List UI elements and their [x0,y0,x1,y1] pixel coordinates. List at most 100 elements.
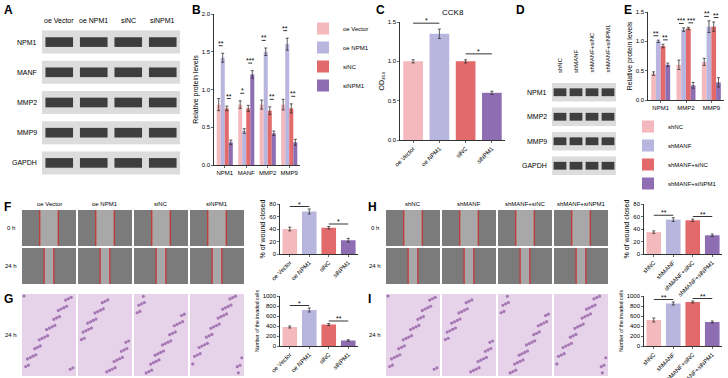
svg-text:siNPM1: siNPM1 [332,259,352,279]
svg-text:0.5: 0.5 [202,124,211,130]
svg-text:**: ** [661,294,667,301]
svg-text:0.0: 0.0 [636,97,645,103]
svg-text:*: * [425,17,428,24]
svg-text:siNC: siNC [154,201,168,207]
svg-text:**: ** [218,40,224,47]
svg-text:shNC: shNC [668,124,684,130]
svg-text:NPM1: NPM1 [652,105,669,111]
svg-text:oe NPM1: oe NPM1 [290,351,312,373]
svg-text:2.0: 2.0 [202,11,211,17]
svg-text:Relative protein levels: Relative protein levels [192,55,200,124]
svg-text:400: 400 [266,323,277,329]
svg-text:60: 60 [633,214,640,220]
svg-text:shMANF+siNC: shMANF+siNC [505,201,546,207]
svg-text:200: 200 [266,333,277,339]
svg-text:1000: 1000 [263,293,277,299]
svg-text:**: ** [261,34,267,41]
svg-text:shMANF: shMANF [655,351,676,372]
svg-text:24 h: 24 h [5,332,17,338]
svg-text:oe NPM1: oe NPM1 [290,259,312,281]
svg-text:Number of the invaded cells: Number of the invaded cells [618,290,624,352]
svg-text:oe NPM1: oe NPM1 [343,45,369,51]
svg-text:shNC: shNC [642,351,657,366]
svg-text:shMANF: shMANF [655,259,676,280]
svg-text:F: F [4,200,11,214]
svg-text:shNC: shNC [405,201,421,207]
svg-text:**: ** [700,293,706,300]
svg-text:MANF: MANF [238,170,255,176]
svg-text:shNC: shNC [642,259,657,274]
svg-text:1.0: 1.0 [202,87,211,93]
svg-text:MMP9: MMP9 [527,138,547,145]
svg-text:***: *** [677,17,685,24]
svg-text:*: * [337,218,340,225]
svg-text:oe Vector: oe Vector [394,146,416,168]
svg-text:0.0: 0.0 [202,162,211,168]
svg-text:Number of the invaded cells: Number of the invaded cells [254,290,260,352]
svg-text:40: 40 [269,226,276,232]
svg-text:**: ** [662,34,668,41]
svg-text:0: 0 [637,251,641,257]
svg-text:siNPM1: siNPM1 [332,351,352,371]
svg-text:800: 800 [630,303,641,309]
svg-text:oe Vector: oe Vector [44,17,74,24]
svg-text:shMANF+siNC: shMANF+siNC [663,259,696,292]
svg-text:1.5: 1.5 [202,49,211,55]
svg-text:siNC: siNC [455,145,469,159]
svg-text:1000: 1000 [627,293,641,299]
svg-text:**: ** [336,315,342,322]
svg-text:shMANF+siNPM1: shMANF+siNPM1 [557,201,606,207]
svg-text:siNC: siNC [343,64,357,70]
svg-text:siNPM1: siNPM1 [476,145,496,165]
svg-text:shMANF+siNPM1: shMANF+siNPM1 [668,181,717,187]
svg-text:A: A [4,3,13,17]
svg-text:I: I [368,292,371,306]
svg-text:siNC: siNC [318,259,332,273]
svg-text:D: D [516,3,525,17]
svg-text:shMANF+siNC: shMANF+siNC [663,351,696,378]
svg-text:NPM1: NPM1 [527,89,547,96]
svg-text:1.5: 1.5 [388,19,397,25]
svg-text:*: * [298,201,301,208]
svg-text:NPM1: NPM1 [216,170,233,176]
svg-text:80: 80 [269,201,276,207]
svg-text:shMANF: shMANF [573,49,579,73]
svg-text:24 h: 24 h [5,263,17,269]
svg-text:oe Vector: oe Vector [37,201,62,207]
svg-text:0: 0 [273,343,277,349]
svg-text:MMP2: MMP2 [527,113,547,120]
svg-text:shMANF+siNPM1: shMANF+siNPM1 [677,351,716,378]
svg-text:0.5: 0.5 [388,98,397,104]
svg-text:siNC: siNC [121,17,136,24]
svg-text:600: 600 [630,313,641,319]
svg-text:oe Vector: oe Vector [343,26,368,32]
svg-text:oe NPM1: oe NPM1 [92,201,118,207]
svg-text:oe Vector: oe Vector [270,352,292,374]
svg-text:1.0: 1.0 [388,58,397,64]
svg-text:**: ** [226,93,232,100]
svg-text:40: 40 [633,226,640,232]
svg-text:***: *** [687,17,695,24]
svg-text:MMP9: MMP9 [17,129,37,136]
svg-text:*: * [298,300,301,307]
svg-text:GAPDH: GAPDH [12,159,37,166]
svg-text:shMANF: shMANF [668,143,692,149]
svg-text:0 h: 0 h [371,225,379,231]
svg-text:E: E [624,3,632,17]
svg-text:**: ** [290,90,296,97]
svg-text:800: 800 [266,303,277,309]
svg-text:0: 0 [637,343,641,349]
svg-text:shMANF+siNPM1: shMANF+siNPM1 [605,24,611,73]
svg-text:**: ** [661,209,667,216]
svg-text:**: ** [269,93,275,100]
svg-text:**: ** [713,12,719,19]
svg-text:0 h: 0 h [7,225,15,231]
svg-text:MMP2: MMP2 [259,170,277,176]
svg-text:oe NPM1: oe NPM1 [79,17,108,24]
svg-text:400: 400 [630,323,641,329]
svg-text:1.0: 1.0 [636,38,645,44]
svg-text:siNPM1: siNPM1 [343,83,365,89]
svg-text:0.0: 0.0 [388,137,397,143]
svg-text:OD₄₅₀: OD₄₅₀ [378,71,385,90]
svg-text:B: B [192,3,201,17]
